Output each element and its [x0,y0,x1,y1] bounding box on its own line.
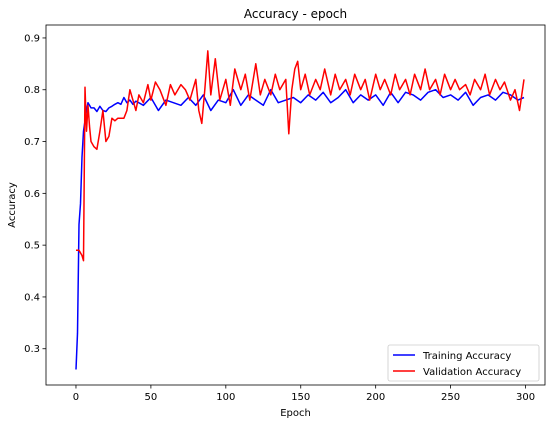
y-tick-label: 0.6 [24,189,40,200]
y-axis-label: Accuracy [7,182,18,228]
x-tick-label: 200 [366,392,385,403]
x-tick-label: 300 [516,392,535,403]
y-tick-label: 0.4 [24,292,40,303]
x-axis: 0 50 100 150 200 250 300 [73,385,535,403]
x-tick-label: 250 [441,392,460,403]
x-tick-label: 150 [291,392,310,403]
legend-box [387,344,540,382]
plot-area [75,50,525,370]
x-tick-label: 100 [216,392,235,403]
y-axis: 0.3 0.4 0.5 0.6 0.7 0.8 0.9 [24,33,46,355]
y-tick-label: 0.9 [24,33,40,44]
x-axis-label: Epoch [280,408,311,419]
y-tick-label: 0.3 [24,344,40,355]
series-line-training [75,88,525,370]
x-tick-label: 50 [145,392,158,403]
y-tick-label: 0.7 [24,137,40,148]
legend-label-validation: Validation Accuracy [423,367,521,378]
legend: Training Accuracy Validation Accuracy [387,344,540,382]
y-tick-label: 0.8 [24,85,40,96]
plot-frame [45,24,546,386]
legend-label-training: Training Accuracy [422,351,511,362]
series-line-validation [76,50,525,262]
x-tick-label: 0 [73,392,79,403]
chart-title: Accuracy - epoch [244,7,347,21]
y-tick-label: 0.5 [24,241,40,252]
